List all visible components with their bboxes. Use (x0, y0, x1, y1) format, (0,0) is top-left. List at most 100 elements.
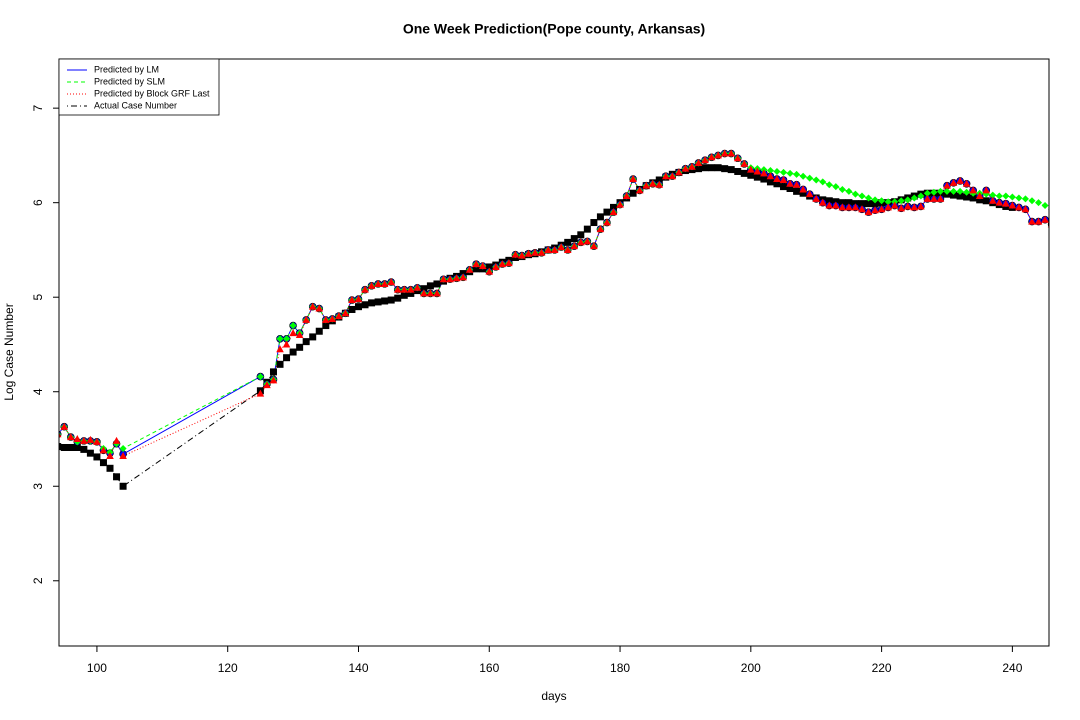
point (858, 205, 866, 213)
point (812, 194, 821, 202)
point (583, 225, 591, 233)
point (485, 267, 494, 275)
point (59, 443, 62, 451)
point (596, 213, 604, 221)
point (361, 301, 369, 309)
y-tick-label: 4 (31, 388, 45, 395)
point (668, 172, 677, 180)
point (544, 245, 552, 253)
point (864, 208, 873, 216)
point (295, 331, 304, 339)
point (1015, 203, 1023, 211)
x-tick-label: 180 (610, 661, 630, 675)
point (963, 188, 971, 196)
point (727, 149, 736, 157)
point (903, 202, 912, 210)
point (871, 206, 879, 214)
point (890, 201, 899, 209)
point (1008, 193, 1016, 201)
point (308, 302, 317, 310)
point (446, 275, 454, 283)
point (256, 373, 264, 381)
point (943, 187, 951, 195)
point (858, 200, 866, 208)
point (753, 167, 762, 175)
point (80, 445, 88, 453)
point (269, 376, 278, 384)
point (302, 315, 310, 323)
y-tick-label: 7 (31, 104, 45, 111)
point (838, 203, 847, 211)
point (596, 225, 605, 233)
point (452, 274, 461, 282)
point (812, 176, 820, 184)
point (1041, 215, 1049, 223)
point (433, 289, 441, 297)
point (701, 164, 709, 172)
point (276, 335, 284, 343)
point (753, 173, 761, 181)
point (1028, 197, 1036, 205)
point (845, 187, 853, 195)
point (616, 200, 624, 208)
point (871, 200, 879, 208)
point (845, 199, 853, 207)
point (989, 191, 997, 199)
point (780, 183, 788, 191)
point (1002, 199, 1010, 207)
point (793, 187, 801, 195)
x-axis-label: days (541, 689, 566, 703)
point (322, 322, 330, 330)
point (524, 249, 533, 257)
point (577, 238, 585, 246)
point (721, 165, 729, 173)
point (66, 433, 75, 441)
point (505, 259, 513, 267)
point (695, 165, 703, 173)
x-tick-label: 200 (741, 661, 761, 675)
point (851, 190, 859, 198)
point (832, 201, 840, 209)
x-tick-label: 220 (872, 661, 892, 675)
y-tick-label: 3 (31, 483, 45, 490)
plot-area (59, 149, 1049, 490)
point (871, 196, 879, 204)
point (420, 289, 428, 297)
point (877, 205, 886, 213)
point (694, 158, 703, 166)
point (563, 245, 572, 253)
x-tick-label: 140 (348, 661, 368, 675)
point (708, 164, 716, 172)
point (498, 260, 507, 268)
point (962, 179, 971, 187)
point (786, 169, 794, 177)
point (805, 190, 814, 198)
point (793, 170, 801, 178)
point (60, 422, 69, 430)
point (688, 162, 696, 170)
point (838, 199, 846, 207)
y-tick-label: 6 (31, 199, 45, 206)
point (93, 437, 101, 445)
point (1035, 199, 1043, 207)
legend-label: Predicted by Block GRF Last (94, 88, 210, 98)
point (648, 179, 657, 187)
x-tick-label: 100 (87, 661, 107, 675)
point (289, 348, 297, 356)
point (406, 285, 415, 293)
point (492, 262, 500, 270)
point (995, 192, 1003, 200)
point (603, 208, 611, 216)
point (420, 285, 428, 293)
point (609, 208, 618, 216)
point (590, 242, 598, 250)
point (73, 434, 82, 442)
point (949, 178, 958, 186)
point (681, 164, 690, 172)
point (119, 482, 127, 490)
point (387, 278, 395, 286)
point (923, 194, 932, 202)
point (629, 175, 637, 183)
point (988, 196, 997, 204)
